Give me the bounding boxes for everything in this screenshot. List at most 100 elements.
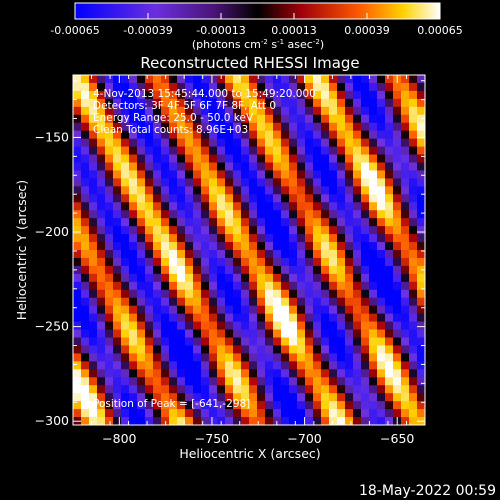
heatmap-cell bbox=[201, 337, 210, 347]
heatmap-cell bbox=[105, 218, 114, 227]
heatmap-cell bbox=[201, 361, 210, 370]
heatmap-cell bbox=[225, 369, 234, 378]
heatmap-cell bbox=[169, 194, 178, 203]
heatmap-cell bbox=[417, 218, 425, 227]
heatmap-cell bbox=[321, 154, 330, 164]
heatmap-cell bbox=[265, 130, 274, 140]
heatmap-cell bbox=[225, 289, 234, 299]
heatmap-cell bbox=[281, 361, 290, 370]
heatmap-cell bbox=[369, 178, 378, 187]
heatmap-cell bbox=[385, 257, 394, 267]
heatmap-cell bbox=[161, 345, 170, 354]
heatmap-cell bbox=[305, 146, 314, 156]
heatmap-cell bbox=[89, 305, 98, 315]
heatmap-cell bbox=[185, 114, 194, 124]
heatmap-cell bbox=[417, 361, 425, 370]
heatmap-cell bbox=[313, 178, 322, 187]
heatmap-cell bbox=[401, 114, 410, 124]
heatmap-cell bbox=[201, 393, 210, 402]
heatmap-cell bbox=[121, 226, 130, 235]
heatmap-cell bbox=[105, 170, 114, 179]
heatmap-cell bbox=[249, 210, 258, 219]
heatmap-cell bbox=[169, 417, 178, 425]
heatmap-cell bbox=[369, 345, 378, 354]
heatmap-cell bbox=[209, 106, 218, 116]
heatmap-cell bbox=[225, 162, 234, 172]
heatmap-cell bbox=[385, 130, 394, 140]
heatmap-cell bbox=[177, 234, 186, 243]
heatmap-cell bbox=[113, 130, 122, 140]
heatmap-cell bbox=[217, 154, 226, 164]
heatmap-cell bbox=[409, 226, 418, 235]
heatmap-cell bbox=[281, 202, 290, 211]
heatmap-cell bbox=[145, 345, 154, 354]
heatmap-cell bbox=[417, 178, 425, 187]
heatmap-cell bbox=[345, 305, 354, 315]
heatmap-cell bbox=[353, 202, 362, 211]
heatmap-cell bbox=[225, 250, 234, 259]
heatmap-cell bbox=[241, 210, 250, 219]
heatmap-cell bbox=[201, 385, 210, 394]
heatmap-cell bbox=[137, 162, 146, 172]
heatmap-cell bbox=[273, 305, 282, 315]
heatmap-cell bbox=[209, 122, 218, 132]
heatmap-cell bbox=[217, 305, 226, 315]
heatmap-cell bbox=[233, 369, 242, 378]
heatmap-cell bbox=[161, 250, 170, 259]
heatmap-cell bbox=[161, 385, 170, 394]
heatmap-cell bbox=[225, 130, 234, 140]
heatmap-cell bbox=[121, 377, 130, 386]
heatmap-cell bbox=[89, 265, 98, 275]
heatmap-cell bbox=[129, 305, 138, 315]
heatmap-cell bbox=[153, 75, 162, 84]
heatmap-cell bbox=[409, 154, 418, 164]
heatmap-cell bbox=[105, 265, 114, 275]
heatmap-cell bbox=[81, 202, 90, 211]
heatmap-cell bbox=[145, 417, 154, 425]
heatmap-cell bbox=[393, 154, 402, 164]
heatmap-cell bbox=[321, 353, 330, 362]
heatmap-cell bbox=[273, 154, 282, 164]
heatmap-cell bbox=[377, 138, 386, 148]
heatmap-cell bbox=[353, 353, 362, 362]
heatmap-cell bbox=[129, 162, 138, 172]
heatmap-cell bbox=[337, 313, 346, 323]
heatmap-cell bbox=[81, 194, 90, 203]
heatmap-cell bbox=[89, 90, 98, 100]
heatmap-cell bbox=[281, 210, 290, 219]
heatmap-cell bbox=[361, 242, 370, 251]
heatmap-cell bbox=[249, 226, 258, 235]
heatmap-cell bbox=[217, 329, 226, 339]
heatmap-cell bbox=[73, 401, 82, 410]
heatmap-cell bbox=[185, 186, 194, 195]
heatmap-cell bbox=[249, 218, 258, 227]
x-tick-label: −650 bbox=[380, 431, 414, 446]
heatmap-cell bbox=[121, 265, 130, 275]
heatmap-cell bbox=[353, 90, 362, 100]
heatmap-cell bbox=[369, 75, 378, 84]
heatmap-cell bbox=[185, 234, 194, 243]
heatmap-cell bbox=[377, 130, 386, 140]
heatmap-cell bbox=[313, 75, 322, 84]
heatmap-cell bbox=[289, 154, 298, 164]
heatmap-cell bbox=[137, 170, 146, 179]
heatmap-cell bbox=[209, 361, 218, 370]
heatmap-cell bbox=[353, 138, 362, 148]
heatmap-cell bbox=[241, 82, 250, 92]
heatmap-cell bbox=[89, 138, 98, 148]
heatmap-cell bbox=[281, 170, 290, 179]
heatmap-cell bbox=[369, 281, 378, 291]
heatmap-cell bbox=[409, 170, 418, 179]
heatmap-cell bbox=[273, 361, 282, 370]
heatmap-cell bbox=[209, 369, 218, 378]
heatmap-cell bbox=[393, 202, 402, 211]
heatmap-cell bbox=[385, 90, 394, 100]
heatmap-cell bbox=[289, 170, 298, 179]
heatmap-cell bbox=[209, 385, 218, 394]
heatmap-cell bbox=[257, 162, 266, 172]
heatmap-cell bbox=[353, 186, 362, 195]
heatmap-cell bbox=[369, 130, 378, 140]
heatmap-cell bbox=[217, 377, 226, 386]
heatmap-cell bbox=[305, 289, 314, 299]
heatmap-cell bbox=[193, 345, 202, 354]
